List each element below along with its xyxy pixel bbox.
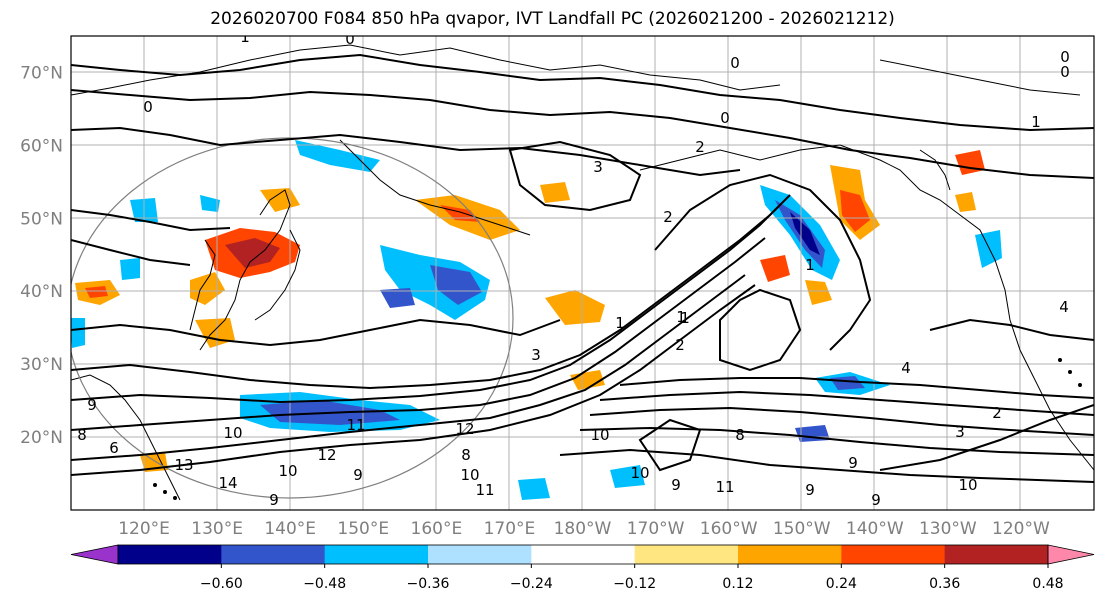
contour-label-8: 3 <box>593 158 603 176</box>
contour-label-20: 14 <box>218 474 237 492</box>
lat-label-4: 30°N <box>20 355 63 375</box>
colorbar-segment-1 <box>221 545 326 564</box>
colorbar-under-triangle <box>70 544 119 565</box>
contour-label-0: 1 <box>240 28 250 46</box>
contour-label-35: 10 <box>630 464 649 482</box>
contour-label-42: 12 <box>317 446 336 464</box>
lat-label-3: 40°N <box>20 282 63 302</box>
contour-label-28: 10 <box>590 426 609 444</box>
contour-label-7: 2 <box>695 138 705 156</box>
colorbar-segment-0 <box>118 545 222 564</box>
contour-label-31: 9 <box>671 476 681 494</box>
contour-label-27: 8 <box>735 426 745 444</box>
coastlines <box>71 44 1094 501</box>
contour-label-4: 0 <box>1060 63 1070 81</box>
lon-label-10: 140°W <box>846 519 904 539</box>
ivt-contours <box>71 53 1094 483</box>
colorbar-over-triangle <box>1047 544 1095 565</box>
colorbar-segment-7 <box>841 545 946 564</box>
colorbar-segment-4 <box>531 545 636 564</box>
contour-label-1: 0 <box>345 30 355 48</box>
lon-label-7: 170°W <box>627 519 685 539</box>
colorbar <box>70 544 1095 565</box>
colorbar-tick-label-0: −0.60 <box>200 576 243 592</box>
contour-label-30: 10 <box>460 466 479 484</box>
contour-label-2: 0 <box>730 54 740 72</box>
contour-label-32: 9 <box>848 454 858 472</box>
colorbar-tick-label-5: 0.12 <box>722 576 753 592</box>
contour-label-15: 3 <box>531 346 541 364</box>
contour-label-10: 1 <box>615 314 625 332</box>
lon-label-1: 130°E <box>191 519 243 539</box>
contour-label-19: 13 <box>174 456 193 474</box>
contour-label-13: 1 <box>805 256 815 274</box>
latitude-labels: 70°N 60°N 50°N 40°N 30°N 20°N <box>20 63 63 448</box>
colorbar-tick-label-3: −0.24 <box>510 576 553 592</box>
contour-label-39: 4 <box>1059 298 1069 316</box>
colorbar-segment-3 <box>428 545 532 564</box>
contour-label-36: 10 <box>958 476 977 494</box>
contour-label-40: 2 <box>992 404 1002 422</box>
contour-label-9: 2 <box>663 208 673 226</box>
lat-label-0: 70°N <box>20 63 63 83</box>
lon-label-0: 120°E <box>118 519 170 539</box>
contour-label-5: 0 <box>143 98 153 116</box>
contour-label-11: 2 <box>675 336 685 354</box>
colorbar-tick-label-8: 0.48 <box>1032 576 1063 592</box>
contour-label-33: 11 <box>715 478 734 496</box>
contour-label-37: 9 <box>871 491 881 509</box>
contour-label-18: 10 <box>223 424 242 442</box>
contour-label-12: 1 <box>680 309 690 327</box>
colorbar-segment-6 <box>738 545 842 564</box>
contour-label-41: 3 <box>955 423 965 441</box>
lon-label-9: 150°W <box>773 519 831 539</box>
island-marks <box>153 358 1082 500</box>
contour-label-34: 9 <box>805 481 815 499</box>
lon-label-8: 160°W <box>700 519 758 539</box>
lon-label-3: 150°E <box>337 519 389 539</box>
contour-label-6: 1 <box>1031 113 1041 131</box>
lon-label-4: 160°E <box>411 519 463 539</box>
contour-label-25: 12 <box>455 420 474 438</box>
lon-label-2: 140°E <box>264 519 316 539</box>
range-circle <box>71 137 514 499</box>
contour-label-38: 4 <box>901 359 911 377</box>
colorbar-segment-8 <box>944 545 1049 564</box>
colorbar-tick-labels: −0.60 −0.48 −0.36 −0.24 −0.12 0.12 0.24 0.36 0.4… <box>200 564 1064 592</box>
colorbar-tick-label-2: −0.36 <box>407 576 450 592</box>
contour-label-24: 9 <box>269 491 279 509</box>
contour-label-44: 1 <box>676 308 686 326</box>
lon-label-6: 180°W <box>554 519 612 539</box>
map-panel: 1 00 0001232121103961013141011991288101110… <box>71 28 1094 510</box>
contour-label-22: 11 <box>346 416 365 434</box>
colorbar-segment-5 <box>634 545 739 564</box>
map-frame <box>70 35 1095 511</box>
contour-label-17: 6 <box>109 439 119 457</box>
lon-label-12: 120°W <box>992 519 1050 539</box>
colorbar-tick-label-4: −0.12 <box>613 576 656 592</box>
lat-label-1: 60°N <box>20 136 63 156</box>
colorbar-tick-label-7: 0.36 <box>929 576 960 592</box>
contour-label-43: 8 <box>77 426 87 444</box>
plot-title: 2026020700 F084 850 hPa qvapor, IVT Land… <box>210 9 895 29</box>
contour-label-16: 9 <box>87 396 97 414</box>
longitude-labels: 120°E 130°E 140°E 150°E 160°E 170°E 180°W 170°W… <box>118 519 1050 539</box>
colorbar-frame <box>117 544 1049 565</box>
contour-labels: 1 00 0001232121103961013141011991288101110… <box>77 28 1070 509</box>
colorbar-segment-2 <box>324 545 429 564</box>
contour-label-29: 11 <box>475 481 494 499</box>
contour-label-3: 0 <box>1060 48 1070 66</box>
lon-label-11: 130°W <box>919 519 977 539</box>
contour-label-21: 10 <box>278 462 297 480</box>
colorbar-tick-label-1: −0.48 <box>303 576 346 592</box>
contour-label-26: 8 <box>461 446 471 464</box>
lat-label-2: 50°N <box>20 209 63 229</box>
lat-label-5: 20°N <box>20 428 63 448</box>
contour-label-14: 0 <box>720 109 730 127</box>
contour-label-23: 9 <box>353 466 363 484</box>
lon-label-5: 170°E <box>484 519 536 539</box>
colorbar-tick-label-6: 0.24 <box>826 576 857 592</box>
